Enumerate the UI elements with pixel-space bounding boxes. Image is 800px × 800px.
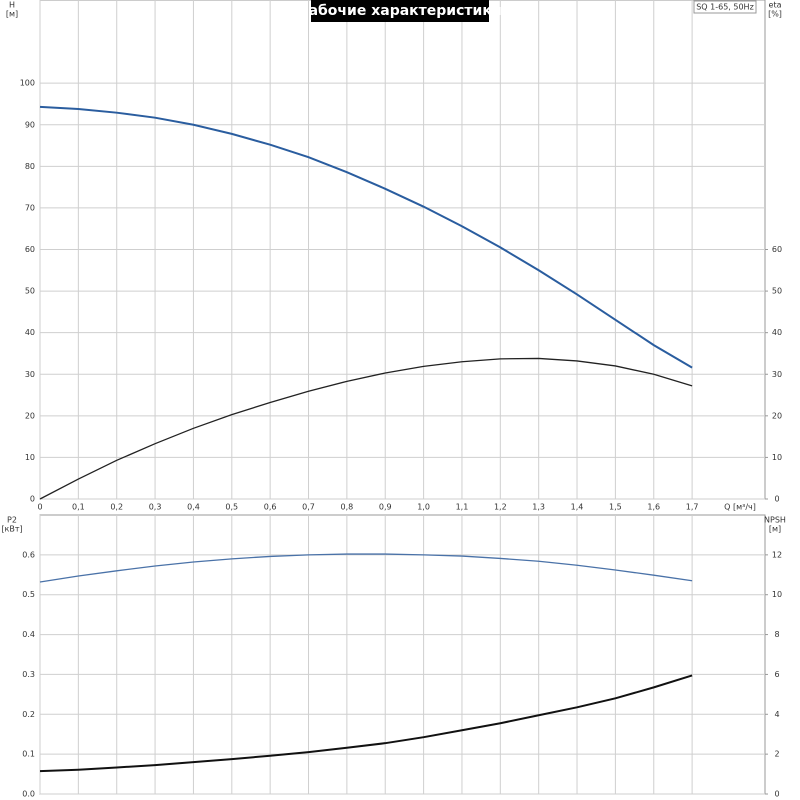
curve <box>39 553 693 583</box>
x-tick-label: 0,7 <box>302 503 315 512</box>
y2-tick-label: 6 <box>774 670 779 679</box>
y-tick-label: 0.6 <box>22 550 35 559</box>
curve <box>39 357 693 500</box>
y2-tick-label: 4 <box>774 710 779 719</box>
x-tick-label: 0,8 <box>341 503 354 512</box>
y-tick-label: 50 <box>25 287 35 296</box>
y-tick-label: 10 <box>25 453 35 462</box>
annotation-box <box>693 0 757 14</box>
x-tick-label: 0,9 <box>379 503 392 512</box>
y-tick-label: 60 <box>25 245 35 254</box>
y-tick-label: 30 <box>25 370 35 379</box>
y-axis-unit: [м] <box>6 10 18 19</box>
y-tick-label: 0.2 <box>22 710 35 719</box>
y2-tick-label: 8 <box>774 630 779 639</box>
y-tick-label: 0 <box>30 495 35 504</box>
x-axis-label: Q [м³/ч] <box>724 503 756 512</box>
x-tick-label: 0 <box>37 503 42 512</box>
title-box <box>311 0 489 22</box>
y2-tick-label: 12 <box>772 550 782 559</box>
y-axis-unit: [кВт] <box>1 525 22 534</box>
x-tick-label: 0,5 <box>225 503 238 512</box>
x-tick-label: 0,3 <box>149 503 162 512</box>
y-tick-label: 0.0 <box>22 790 35 799</box>
x-tick-label: 1,6 <box>647 503 660 512</box>
y2-tick-label: 30 <box>772 370 782 379</box>
x-tick-label: 0,6 <box>264 503 277 512</box>
y-tick-label: 70 <box>25 203 35 212</box>
y-tick-label: 20 <box>25 411 35 420</box>
y-tick-label: 0.3 <box>22 670 35 679</box>
y2-tick-label: 0 <box>774 790 779 799</box>
chart-title: Рабочие характеристики <box>298 3 501 19</box>
y2-axis-label: NPSH <box>764 516 786 525</box>
x-tick-label: 0,4 <box>187 503 200 512</box>
y2-tick-label: 2 <box>774 750 779 759</box>
y2-tick-label: 10 <box>772 453 782 462</box>
y-axis-label: P2 <box>7 516 17 525</box>
y-tick-label: 0.4 <box>22 630 35 639</box>
x-tick-label: 1,2 <box>494 503 507 512</box>
curve <box>39 674 693 773</box>
curve <box>39 105 693 369</box>
x-tick-label: 1,4 <box>571 503 584 512</box>
y2-tick-label: 40 <box>772 328 782 337</box>
y-tick-label: 0.1 <box>22 750 35 759</box>
y-tick-label: 100 <box>20 79 35 88</box>
y-axis-label: H <box>9 1 15 10</box>
x-tick-label: 0,2 <box>110 503 123 512</box>
y2-tick-label: 60 <box>772 245 782 254</box>
x-tick-label: 0,1 <box>72 503 85 512</box>
y-tick-label: 80 <box>25 162 35 171</box>
y2-tick-label: 10 <box>772 590 782 599</box>
y2-axis-label: eta <box>769 1 782 10</box>
y2-axis-unit: [%] <box>768 10 782 19</box>
y2-tick-label: 0 <box>774 495 779 504</box>
annotation: SQ 1-65, 50Hz <box>696 3 754 12</box>
y-tick-label: 0.5 <box>22 590 35 599</box>
y-tick-label: 90 <box>25 120 35 129</box>
y-tick-label: 40 <box>25 328 35 337</box>
y2-tick-label: 50 <box>772 287 782 296</box>
y2-tick-label: 20 <box>772 411 782 420</box>
plot-area <box>39 514 766 795</box>
x-tick-label: 1,3 <box>532 503 545 512</box>
x-tick-label: 1,1 <box>456 503 469 512</box>
x-tick-label: 1,7 <box>686 503 699 512</box>
y2-axis-unit: [м] <box>769 525 781 534</box>
x-tick-label: 1,0 <box>417 503 430 512</box>
x-tick-label: 1,5 <box>609 503 622 512</box>
